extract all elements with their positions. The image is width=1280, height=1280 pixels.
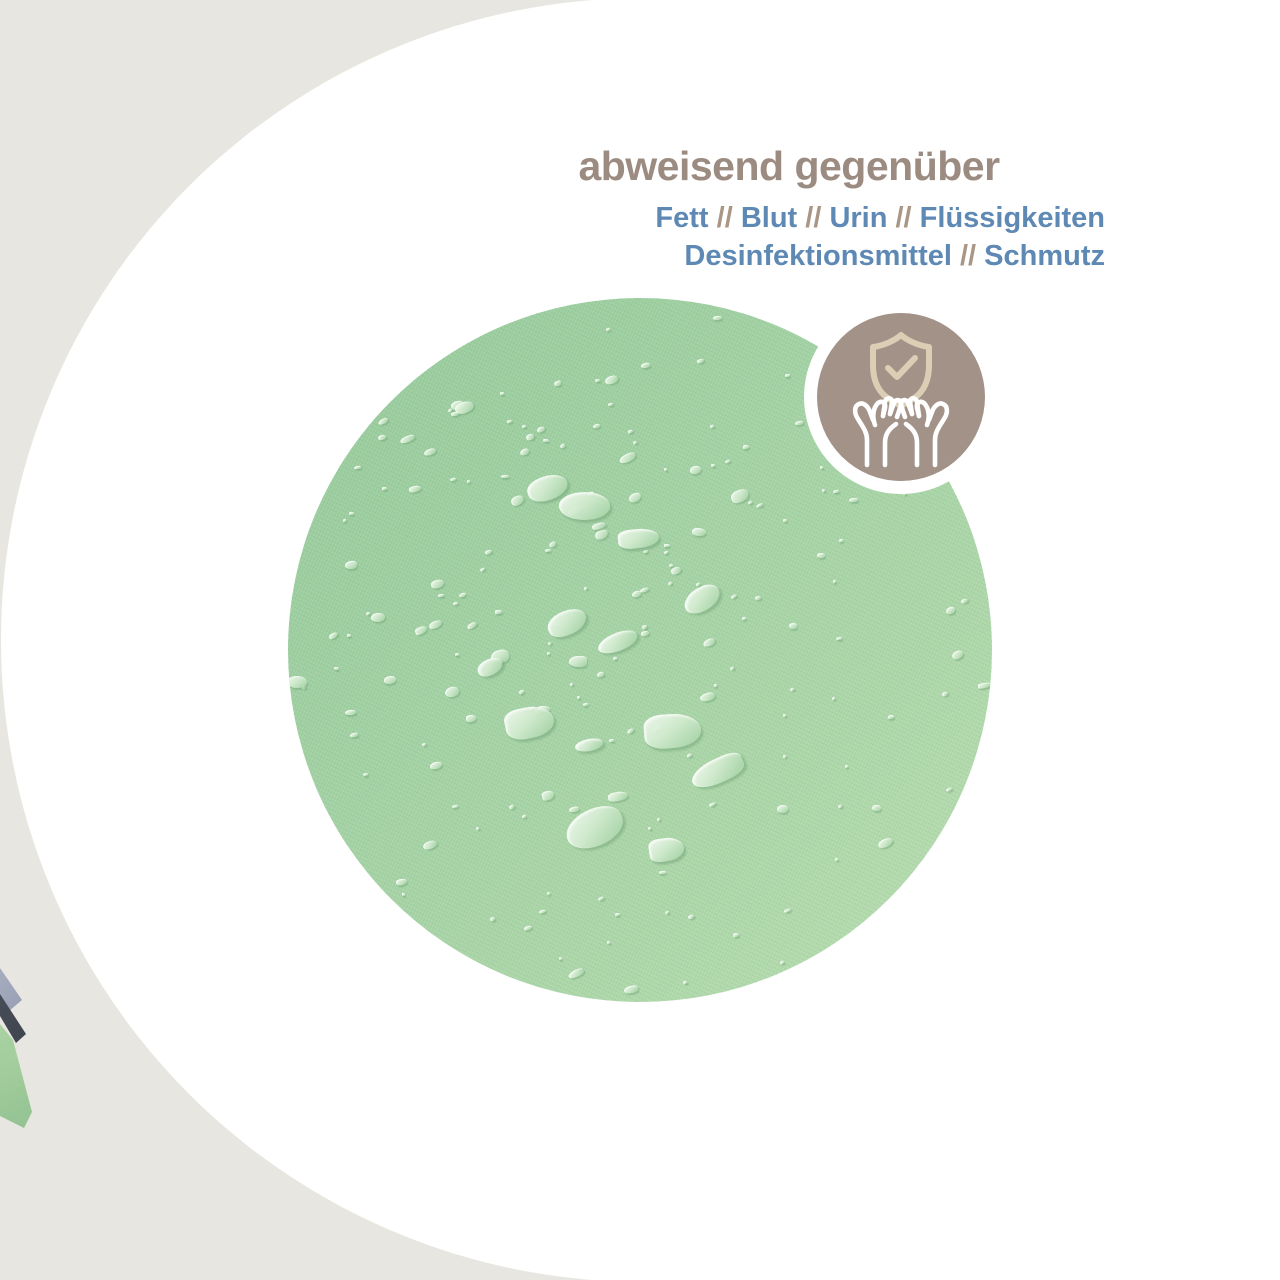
- subtitle-lines: Fett // Blut // Urin // Flüssigkeiten De…: [655, 199, 1105, 275]
- separator-slashes: //: [708, 202, 741, 234]
- subtitle-term: Schmutz: [984, 240, 1105, 272]
- separator-slashes: //: [797, 202, 830, 234]
- subtitle-term: Fett: [655, 202, 709, 234]
- headline: abweisend gegenüber: [578, 143, 1000, 189]
- hands-holding-shield-check-icon: [852, 332, 950, 468]
- separator-slashes: //: [951, 240, 985, 272]
- subtitle-term: Flüssigkeiten: [919, 202, 1105, 234]
- subtitle-term: Desinfektionsmittel: [684, 240, 952, 272]
- subtitle-term: Urin: [829, 202, 888, 234]
- protection-badge: [817, 313, 985, 481]
- separator-slashes: //: [887, 202, 920, 234]
- pillow-product-photo-fragment: [0, 962, 40, 1142]
- subtitle-line-2: Desinfektionsmittel // Schmutz: [655, 237, 1105, 275]
- subtitle-line-1: Fett // Blut // Urin // Flüssigkeiten: [655, 199, 1105, 237]
- subtitle-term: Blut: [740, 202, 798, 234]
